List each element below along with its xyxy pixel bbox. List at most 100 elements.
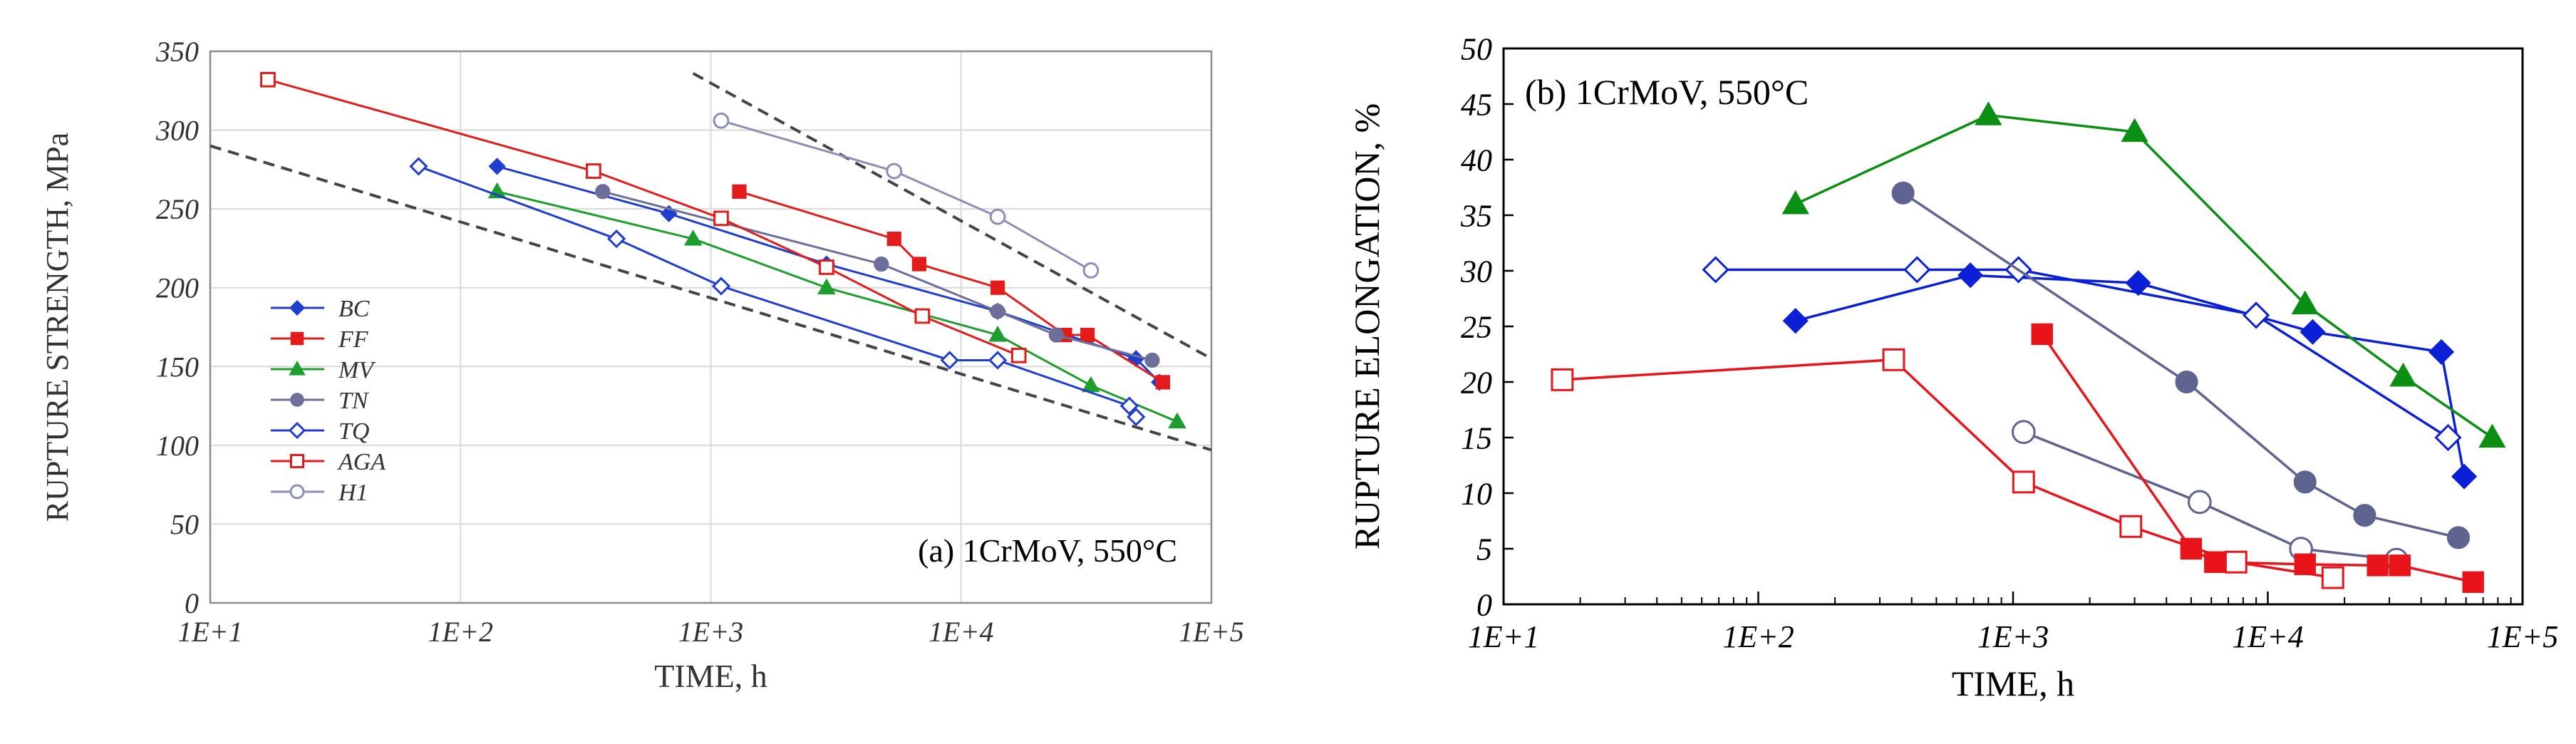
legend-swatch-marker	[290, 454, 304, 468]
y-tick-label: 50	[170, 508, 199, 540]
legend-swatch-marker	[289, 484, 305, 500]
data-point-ff	[1155, 375, 1171, 390]
x-tick-label: 1E+3	[1977, 619, 2049, 654]
series-group	[260, 71, 1186, 429]
data-point-mv	[817, 278, 836, 295]
series-s4	[1891, 181, 2471, 549]
data-point-tq	[1119, 396, 1139, 415]
data-point-s5	[2188, 490, 2212, 515]
x-tick-label: 1E+4	[929, 616, 993, 648]
data-point-h1	[713, 112, 730, 129]
y-tick-label: 250	[156, 193, 199, 225]
x-tick-label: 1E+2	[428, 616, 493, 648]
data-point-s5	[2011, 420, 2036, 445]
y-tick-label: 35	[1460, 198, 1492, 233]
series-h1	[713, 112, 1100, 279]
data-point-s6	[2031, 323, 2053, 346]
data-point-s2	[1702, 256, 1729, 284]
data-point-h1	[1082, 262, 1100, 279]
series-s2	[1702, 256, 2462, 452]
y-tick-label: 100	[156, 430, 199, 462]
data-point-s4	[2293, 470, 2317, 494]
data-point-s4	[2353, 504, 2376, 527]
data-point-s7	[2321, 566, 2344, 589]
data-point-ff	[732, 184, 747, 199]
data-point-s3	[2478, 423, 2506, 448]
data-point-mv	[1168, 412, 1186, 429]
x-tick-label: 1E+1	[177, 616, 242, 648]
y-tick-label: 200	[156, 272, 199, 304]
legend-label: TQ	[338, 418, 369, 445]
series-line-h1	[720, 119, 1092, 272]
series-s1	[1782, 262, 2478, 490]
chart-annotation: (b) 1CrMoV, 550°C	[1525, 72, 1809, 112]
data-point-aga	[819, 259, 834, 275]
legend-label: AGA	[337, 449, 386, 475]
legend-item: BC	[271, 296, 370, 322]
y-tick-label: 20	[1461, 365, 1492, 400]
data-point-s3	[2389, 362, 2417, 387]
data-point-s1	[1782, 308, 1809, 334]
y-tick-labels: 0 50 100 150 200 250 300 350	[155, 36, 199, 619]
data-point-tq	[1127, 407, 1146, 427]
data-point-mv	[988, 325, 1007, 342]
y-tick-label: 300	[155, 115, 199, 147]
legend-label: FF	[338, 326, 369, 353]
x-tick-label: 1E+5	[2487, 619, 2559, 654]
data-point-s7	[2012, 470, 2035, 494]
data-point-s2	[1903, 256, 1931, 284]
x-tick-label: 1E+3	[678, 616, 743, 648]
x-tick-label: 1E+1	[1468, 619, 1540, 654]
y-tick-label: 45	[1461, 87, 1492, 122]
series-line-s1	[1795, 274, 2466, 477]
data-point-aga	[260, 71, 276, 88]
data-point-s4	[2446, 526, 2471, 549]
data-point-tn	[1048, 327, 1064, 343]
series-line-s2	[1715, 268, 2449, 439]
data-point-ff	[886, 232, 901, 247]
y-axis-title: RUPTURE ELONGATION, %	[1347, 103, 1387, 549]
legend-swatch-marker	[288, 421, 306, 440]
data-point-tq	[607, 229, 626, 249]
y-tick-label: 350	[155, 36, 199, 68]
data-point-s7	[2224, 550, 2247, 574]
x-tick-labels: 1E+1 1E+2 1E+3 1E+4 1E+5	[177, 616, 1243, 648]
data-point-s1	[2428, 339, 2455, 365]
chart-annotation: (a) 1CrMoV, 550°C	[918, 532, 1177, 569]
legend-swatch-marker	[289, 299, 306, 316]
reference-line	[210, 144, 1211, 452]
data-point-aga	[1010, 347, 1027, 363]
legend-item: TQ	[271, 418, 369, 445]
data-point-h1	[886, 162, 903, 180]
plot-frame	[209, 50, 1213, 604]
x-tick-labels: 1E+1 1E+2 1E+3 1E+4 1E+5	[1468, 619, 2559, 654]
data-point-s3	[2291, 290, 2319, 314]
data-point-s1	[2300, 319, 2326, 345]
data-point-s2	[2243, 301, 2270, 329]
data-point-aga	[713, 210, 729, 227]
series-line-s4	[1902, 192, 2459, 539]
data-point-tq	[711, 277, 731, 296]
data-point-s2	[2434, 423, 2462, 452]
chart-b: 0 5 10 15 20 25 30 35 40 45 50 1E+1 1E+2 1E+3 1E+4 1E+5…	[1347, 31, 2558, 703]
series-line-s7	[1562, 358, 2334, 579]
data-point-s7	[2119, 515, 2143, 538]
legend-swatch-marker	[290, 393, 304, 407]
series-line-aga	[267, 78, 1020, 357]
data-point-ff	[911, 257, 927, 272]
data-point-tq	[409, 157, 428, 176]
y-tick-label: 10	[1461, 476, 1492, 511]
data-point-tn	[1144, 352, 1160, 368]
data-point-tn	[990, 304, 1005, 319]
data-point-bc	[488, 157, 506, 175]
data-point-s4	[1891, 181, 1915, 205]
legend-item: MV	[271, 357, 376, 383]
y-tick-label: 0	[185, 587, 199, 619]
legend-item: AGA	[271, 449, 386, 475]
data-point-s4	[2175, 370, 2198, 394]
y-tick-label: 5	[1476, 532, 1492, 567]
reference-lines	[210, 72, 1211, 452]
legend-swatch-marker	[289, 360, 306, 376]
